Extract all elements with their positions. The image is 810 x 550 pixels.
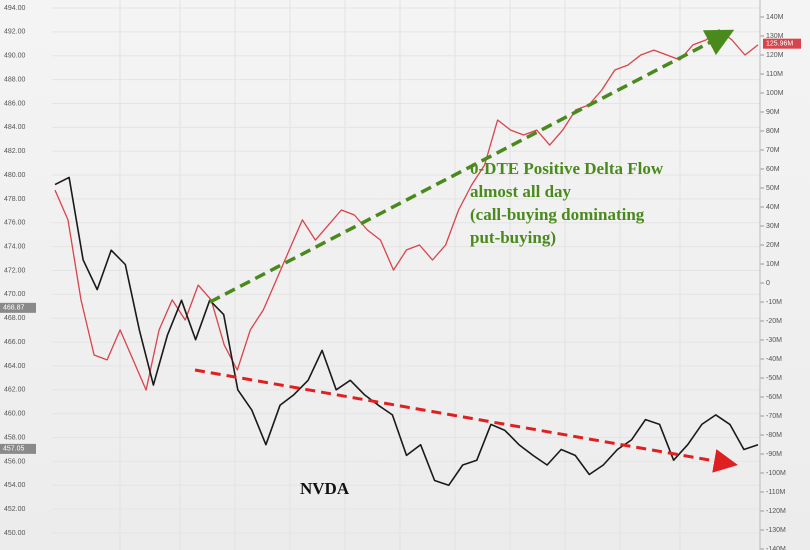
series-line: [54, 176, 759, 487]
y2-tick-label: -30M: [766, 337, 782, 344]
y2-tick-label: 80M: [766, 128, 780, 135]
annotation: almost all day: [470, 182, 572, 201]
annotation: 0-DTE Positive Delta Flow: [470, 159, 664, 178]
y-tick-label: 462.00: [4, 387, 26, 394]
y2-tick-label: -140M: [766, 546, 786, 550]
series-label: NVDA: [300, 479, 350, 498]
y-tick-label: 466.00: [4, 339, 26, 346]
y2-tick-label: -90M: [766, 451, 782, 458]
y-tick-label: 456.00: [4, 458, 26, 465]
y2-tick-label: -120M: [766, 508, 786, 515]
y-tick-label: 486.00: [4, 100, 26, 107]
value-tag: [763, 38, 801, 49]
y2-tick-label: 60M: [766, 166, 780, 173]
y-tick-label: 470.00: [4, 291, 26, 298]
y2-tick-label: 100M: [766, 90, 784, 97]
y2-tick-label: 120M: [766, 52, 784, 59]
y-tick-label: 450.00: [4, 530, 26, 537]
y-tick-label: 474.00: [4, 243, 26, 250]
y2-tick-label: 10M: [766, 261, 780, 268]
y-tick-label: 454.00: [4, 482, 26, 489]
y-tick-label: 478.00: [4, 196, 26, 203]
y2-tick-label: 130M: [766, 33, 784, 40]
y2-tick-label: 70M: [766, 147, 780, 154]
y2-tick-label: 40M: [766, 204, 780, 211]
y-tick-label: 494.00: [4, 5, 26, 12]
y2-tick-label: 50M: [766, 185, 780, 192]
y2-tick-label: -20M: [766, 318, 782, 325]
y2-tick-label: -130M: [766, 527, 786, 534]
price-tag: [0, 302, 36, 313]
y-tick-label: 468.00: [4, 315, 26, 322]
price-tag-label: 468.87: [3, 305, 25, 312]
y2-tick-label: -110M: [766, 489, 785, 496]
y2-tick-label: -70M: [766, 413, 782, 420]
y2-tick-label: 20M: [766, 242, 780, 249]
y-tick-label: 476.00: [4, 220, 26, 227]
annotation: (call-buying dominating: [470, 205, 645, 224]
y2-tick-label: -80M: [766, 432, 782, 439]
y2-tick-label: 140M: [766, 14, 784, 21]
y2-tick-label: 0: [766, 280, 770, 287]
y2-tick-label: 90M: [766, 109, 780, 116]
y2-tick-label: -100M: [766, 470, 786, 477]
y-tick-label: 472.00: [4, 267, 26, 274]
price-tag-label: 457.05: [3, 446, 25, 453]
y-tick-label: 482.00: [4, 148, 26, 155]
y2-tick-label: -60M: [766, 394, 782, 401]
y-tick-label: 458.00: [4, 434, 26, 441]
y-tick-label: 460.00: [4, 411, 26, 418]
y-tick-label: 488.00: [4, 76, 26, 83]
y-tick-label: 452.00: [4, 506, 26, 513]
vertical-grid: [119, 0, 681, 550]
y2-tick-label: 30M: [766, 223, 780, 230]
y-tick-label: 492.00: [4, 29, 26, 36]
trend-arrow: [194, 368, 738, 473]
y-tick-label: 490.00: [4, 53, 26, 60]
y2-tick-label: -50M: [766, 375, 782, 382]
series-line: [54, 29, 759, 391]
y-tick-label: 484.00: [4, 124, 26, 131]
price-tag: [0, 443, 36, 454]
y2-tick-label: 110M: [766, 71, 783, 78]
y2-tick-label: -40M: [766, 356, 782, 363]
y2-tick-label: -10M: [766, 299, 782, 306]
trend-arrow: [209, 29, 735, 304]
y-tick-label: 464.00: [4, 363, 26, 370]
y-tick-label: 480.00: [4, 172, 26, 179]
value-tag-label: 125.96M: [766, 41, 793, 48]
annotation: put-buying): [470, 228, 556, 247]
